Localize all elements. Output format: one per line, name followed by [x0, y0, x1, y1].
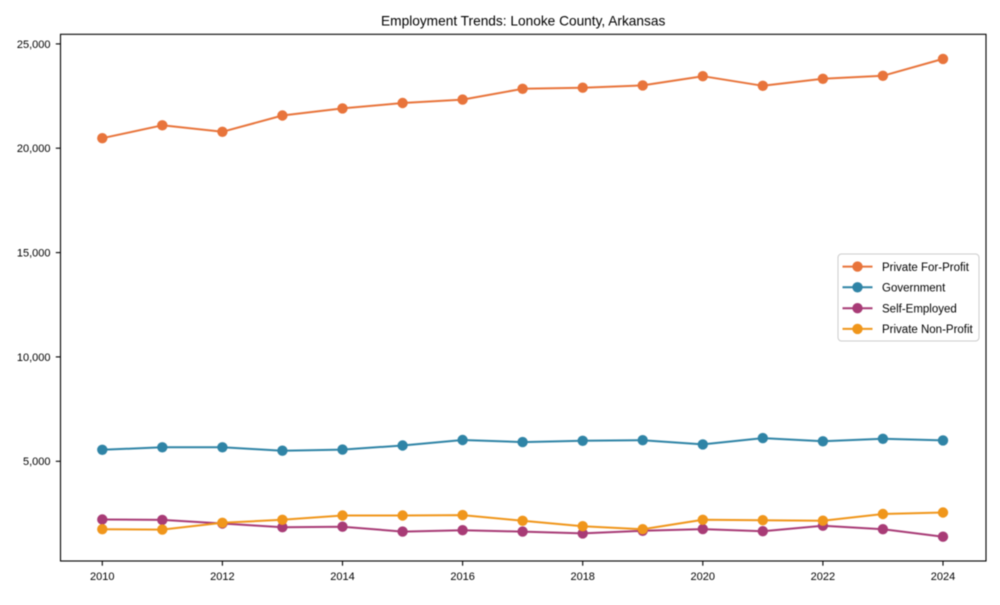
svg-text:5,000: 5,000 — [23, 456, 51, 468]
svg-text:2016: 2016 — [450, 571, 474, 583]
svg-text:25,000: 25,000 — [17, 39, 51, 51]
svg-text:2010: 2010 — [90, 571, 114, 583]
svg-text:20,000: 20,000 — [17, 143, 51, 155]
svg-text:2012: 2012 — [210, 571, 234, 583]
svg-text:Private For-Profit: Private For-Profit — [882, 262, 970, 274]
svg-text:Self-Employed: Self-Employed — [882, 303, 957, 315]
svg-text:15,000: 15,000 — [17, 248, 51, 260]
svg-text:2024: 2024 — [931, 571, 955, 583]
svg-text:Government: Government — [882, 283, 946, 295]
svg-text:2022: 2022 — [811, 571, 835, 583]
svg-text:2018: 2018 — [570, 571, 594, 583]
svg-text:Employment Trends: Lonoke Coun: Employment Trends: Lonoke County, Arkans… — [381, 14, 665, 29]
svg-text:2020: 2020 — [691, 571, 715, 583]
svg-text:Private Non-Profit: Private Non-Profit — [882, 324, 974, 336]
svg-text:2014: 2014 — [330, 571, 354, 583]
svg-text:10,000: 10,000 — [17, 352, 51, 364]
